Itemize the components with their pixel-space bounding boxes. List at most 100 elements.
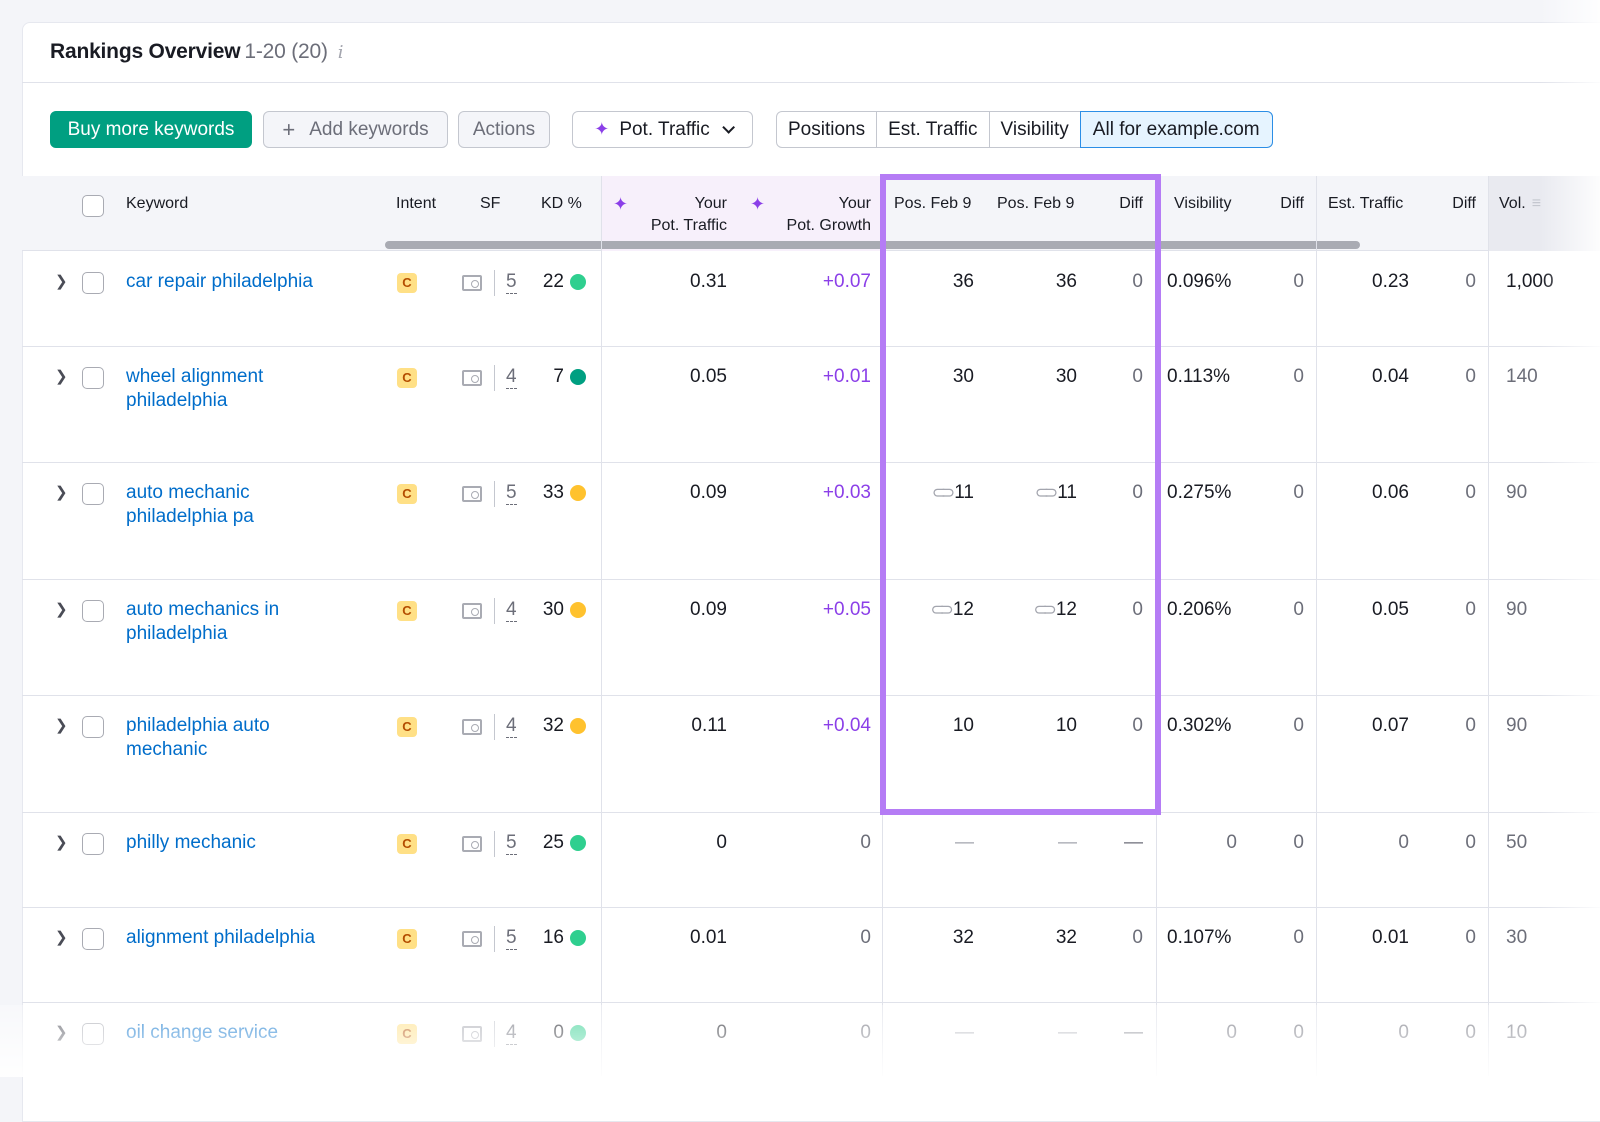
header-keyword[interactable]: Keyword bbox=[126, 195, 189, 212]
row-checkbox[interactable] bbox=[82, 483, 104, 505]
position-number: 12 bbox=[952, 599, 974, 620]
segment-est-traffic[interactable]: Est. Traffic bbox=[877, 112, 990, 147]
title-text: Rankings Overview bbox=[50, 40, 241, 63]
position-number: 36 bbox=[952, 271, 974, 292]
chevron-right-icon[interactable]: ❯ bbox=[55, 484, 68, 501]
position-value: ⊂⊃ 12 bbox=[1033, 598, 1077, 622]
intent-badge: C bbox=[397, 834, 417, 854]
sort-icon[interactable]: ≡ bbox=[1531, 195, 1542, 212]
pot-growth-value: +0.04 bbox=[822, 715, 871, 736]
add-keywords-button[interactable]: + Add keywords bbox=[263, 111, 448, 148]
serp-icon[interactable] bbox=[462, 370, 482, 386]
est-traffic-diff-value: 0 bbox=[1465, 366, 1476, 387]
position-value: ⊂⊃ 12 bbox=[930, 598, 974, 622]
kd-value: 30 bbox=[542, 599, 564, 620]
header-pot-growth[interactable]: Your Pot. Growth bbox=[786, 195, 871, 234]
chevron-right-icon[interactable]: ❯ bbox=[55, 929, 68, 946]
header-est-traffic[interactable]: Est. Traffic bbox=[1328, 195, 1404, 212]
header-vis-diff[interactable]: Diff bbox=[1280, 195, 1304, 212]
intent-badge: C bbox=[397, 273, 417, 293]
add-keywords-label: Add keywords bbox=[309, 118, 429, 140]
header-pos-2[interactable]: Pos. Feb 9 bbox=[997, 195, 1075, 212]
keyword-link[interactable]: auto mechanic philadelphia pa bbox=[126, 482, 254, 527]
view-segmented-control: Positions Est. Traffic Visibility All fo… bbox=[776, 111, 1273, 148]
position-value: 32 bbox=[1056, 926, 1077, 950]
visibility-value: 0.275% bbox=[1167, 482, 1232, 503]
kd-value: 25 bbox=[542, 832, 564, 853]
pot-growth-value: +0.03 bbox=[822, 482, 871, 503]
sf-count[interactable]: 5 bbox=[506, 927, 517, 950]
sf-count[interactable]: 5 bbox=[506, 482, 517, 505]
header-kd[interactable]: KD % bbox=[541, 195, 582, 212]
header-est-diff[interactable]: Diff bbox=[1452, 195, 1476, 212]
divider bbox=[882, 176, 883, 1076]
keyword-link[interactable]: philadelphia auto mechanic bbox=[126, 715, 270, 760]
kd-dot bbox=[570, 274, 586, 290]
segment-all[interactable]: All for example.com bbox=[1079, 111, 1273, 148]
header-visibility[interactable]: Visibility bbox=[1174, 195, 1232, 212]
volume-value: 30 bbox=[1506, 927, 1528, 948]
pot-traffic-value: 0.09 bbox=[690, 599, 727, 620]
serp-icon[interactable] bbox=[462, 931, 482, 947]
sf-count[interactable]: 5 bbox=[506, 271, 517, 294]
row-checkbox[interactable] bbox=[82, 272, 104, 294]
keyword-link[interactable]: wheel alignment philadelphia bbox=[126, 366, 264, 411]
header-vol[interactable]: Vol. ≡ bbox=[1499, 195, 1542, 212]
sparkle-icon: ✦ bbox=[594, 119, 610, 139]
actions-button[interactable]: Actions bbox=[458, 111, 550, 148]
keyword-link[interactable]: philly mechanic bbox=[126, 832, 256, 853]
sf-count[interactable]: 4 bbox=[506, 715, 517, 738]
info-icon[interactable]: i bbox=[337, 42, 344, 63]
est-traffic-diff-value: 0 bbox=[1465, 271, 1476, 292]
keyword-link[interactable]: alignment philadelphia bbox=[126, 927, 316, 948]
position-value: — bbox=[1058, 831, 1077, 855]
chevron-right-icon[interactable]: ❯ bbox=[55, 368, 68, 385]
pot-traffic-dropdown[interactable]: ✦ Pot. Traffic bbox=[572, 111, 753, 148]
serp-icon[interactable] bbox=[462, 719, 482, 735]
header-intent[interactable]: Intent bbox=[396, 195, 437, 212]
serp-icon[interactable] bbox=[462, 486, 482, 502]
position-value: 10 bbox=[1056, 714, 1077, 738]
serp-icon[interactable] bbox=[462, 836, 482, 852]
segment-visibility[interactable]: Visibility bbox=[990, 112, 1081, 147]
header-sf[interactable]: SF bbox=[480, 195, 501, 212]
row-checkbox[interactable] bbox=[82, 600, 104, 622]
visibility-value: 0 bbox=[1226, 832, 1237, 853]
chevron-right-icon[interactable]: ❯ bbox=[55, 717, 68, 734]
divider bbox=[494, 831, 495, 857]
select-all-checkbox[interactable] bbox=[82, 195, 104, 217]
chevron-right-icon[interactable]: ❯ bbox=[55, 601, 68, 618]
chevron-right-icon[interactable]: ❯ bbox=[55, 834, 68, 851]
kd-dot bbox=[570, 930, 586, 946]
serp-icon[interactable] bbox=[462, 603, 482, 619]
row-checkbox[interactable] bbox=[82, 833, 104, 855]
divider bbox=[494, 926, 495, 952]
keyword-link[interactable]: auto mechanics in philadelphia bbox=[126, 599, 280, 644]
visibility-diff-value: 0 bbox=[1293, 715, 1304, 736]
row-divider bbox=[22, 346, 1600, 347]
header-pos-1[interactable]: Pos. Feb 9 bbox=[894, 195, 972, 212]
chevron-right-icon[interactable]: ❯ bbox=[55, 273, 68, 290]
header-diff[interactable]: Diff bbox=[1119, 195, 1143, 212]
pot-traffic-label: Pot. Traffic bbox=[619, 118, 710, 140]
kd-value: 16 bbox=[542, 927, 564, 948]
row-checkbox[interactable] bbox=[82, 367, 104, 389]
buy-more-keywords-button[interactable]: Buy more keywords bbox=[50, 111, 252, 148]
horizontal-scrollbar[interactable] bbox=[385, 241, 1360, 249]
position-number: 11 bbox=[954, 482, 974, 503]
sf-count[interactable]: 4 bbox=[506, 366, 517, 389]
row-checkbox[interactable] bbox=[82, 716, 104, 738]
position-value: 36 bbox=[1056, 270, 1077, 294]
sf-count[interactable]: 5 bbox=[506, 832, 517, 855]
keyword-link[interactable]: car repair philadelphia bbox=[126, 271, 313, 292]
diff-value: 0 bbox=[1132, 599, 1143, 620]
kd-dot bbox=[570, 485, 586, 501]
sf-count[interactable]: 4 bbox=[506, 599, 517, 622]
serp-icon[interactable] bbox=[462, 275, 482, 291]
row-divider bbox=[22, 907, 1600, 908]
row-checkbox[interactable] bbox=[82, 928, 104, 950]
header-pot-traffic[interactable]: Your Pot. Traffic bbox=[650, 195, 727, 234]
pot-traffic-value: 0.11 bbox=[691, 715, 727, 736]
pot-growth-value: +0.01 bbox=[822, 366, 871, 387]
segment-positions[interactable]: Positions bbox=[777, 112, 878, 147]
